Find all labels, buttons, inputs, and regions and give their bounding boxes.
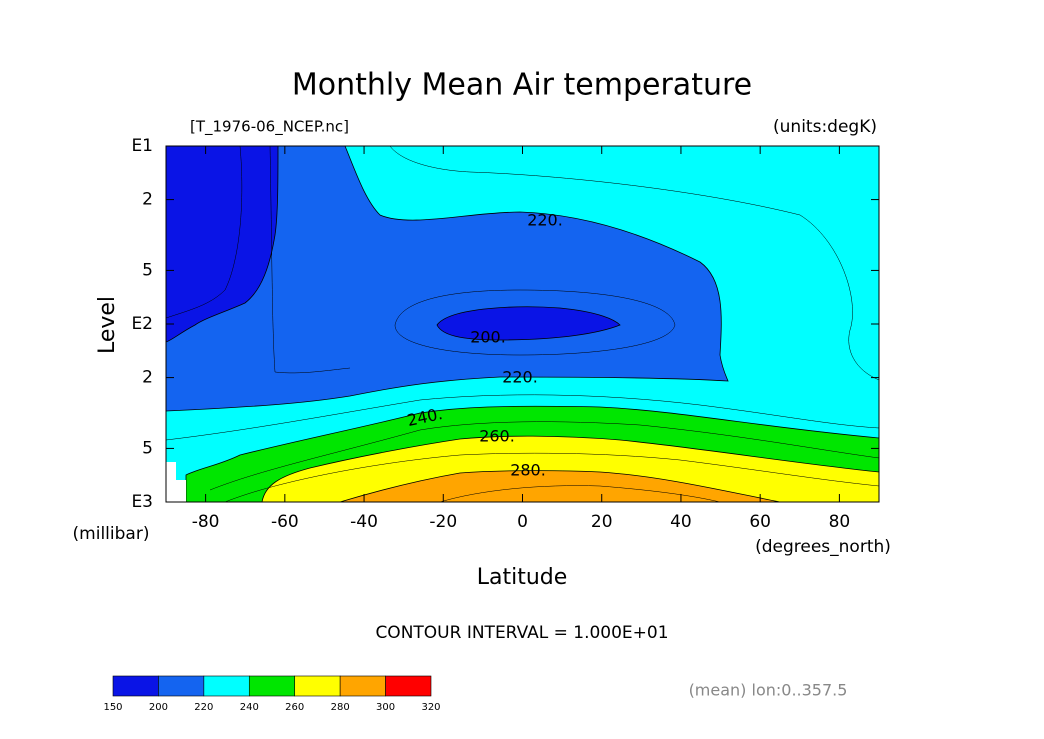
units-label: (units:degK) bbox=[773, 117, 877, 137]
contour-label: 280. bbox=[510, 461, 546, 480]
contour-region bbox=[166, 146, 729, 412]
contour-line bbox=[224, 452, 879, 502]
y-tick-label: 5 bbox=[142, 438, 153, 458]
y-tick-label: 2 bbox=[142, 190, 153, 210]
contour-field bbox=[166, 146, 879, 502]
contour-label: 220. bbox=[527, 211, 563, 230]
x-tick-label: -60 bbox=[271, 512, 299, 532]
colorbar-cell bbox=[112, 675, 159, 697]
contour-line bbox=[166, 146, 243, 319]
colorbar-cell bbox=[248, 675, 296, 697]
colorbar-cell bbox=[158, 675, 205, 697]
missing-cell bbox=[166, 462, 176, 502]
x-tick-label: 60 bbox=[749, 512, 771, 532]
colorbar-cell bbox=[294, 675, 341, 697]
contour-line bbox=[269, 146, 351, 374]
x-tick-label: -40 bbox=[350, 512, 378, 532]
x-tick-label: -80 bbox=[192, 512, 220, 532]
contour-region bbox=[339, 470, 781, 502]
contour-region bbox=[166, 146, 279, 343]
contour-line bbox=[389, 146, 879, 381]
subtitle: [T_1976-06_NCEP.nc] bbox=[190, 118, 349, 137]
y-axis-units: (millibar) bbox=[73, 524, 150, 544]
y-axis-label: Level bbox=[95, 296, 120, 354]
contour-line bbox=[394, 289, 676, 356]
colorbar-label: 150 bbox=[103, 702, 122, 713]
colorbar-label: 320 bbox=[421, 702, 440, 713]
colorbar-label: 260 bbox=[285, 702, 304, 713]
contour-line bbox=[166, 394, 879, 441]
colorbar-label: 280 bbox=[331, 702, 350, 713]
contour-line bbox=[209, 421, 879, 491]
y-tick-label: E1 bbox=[131, 136, 153, 156]
contour-label: 220. bbox=[502, 368, 538, 387]
footnote: (mean) lon:0..357.5 bbox=[689, 681, 848, 700]
chart-title: Monthly Mean Air temperature bbox=[292, 68, 752, 103]
contour-label: 260. bbox=[479, 427, 515, 446]
y-tick-label: 2 bbox=[142, 368, 153, 388]
colorbar-label: 220 bbox=[194, 702, 213, 713]
y-tick-label: E2 bbox=[131, 314, 153, 334]
contour-interval-note: CONTOUR INTERVAL = 1.000E+01 bbox=[375, 623, 668, 643]
colorbar-label: 300 bbox=[376, 702, 395, 713]
x-axis-units: (degrees_north) bbox=[755, 537, 891, 557]
x-tick-label: 0 bbox=[517, 512, 528, 532]
colorbar-label: 240 bbox=[240, 702, 259, 713]
contour-label: 200. bbox=[470, 328, 506, 347]
y-tick-label: E3 bbox=[131, 492, 153, 512]
x-tick-label: -20 bbox=[429, 512, 457, 532]
colorbar-cell bbox=[203, 675, 250, 697]
missing-cell bbox=[176, 480, 186, 502]
y-tick-label: 5 bbox=[142, 260, 153, 280]
x-axis-label: Latitude bbox=[477, 565, 568, 590]
x-tick-label: 40 bbox=[670, 512, 692, 532]
contour-line bbox=[439, 485, 721, 502]
colorbar-label: 200 bbox=[149, 702, 168, 713]
colorbar-cell bbox=[339, 675, 386, 697]
colorbar-cell bbox=[385, 675, 432, 697]
contour-region bbox=[436, 306, 621, 341]
x-tick-label: 80 bbox=[829, 512, 851, 532]
x-tick-label: 20 bbox=[591, 512, 613, 532]
